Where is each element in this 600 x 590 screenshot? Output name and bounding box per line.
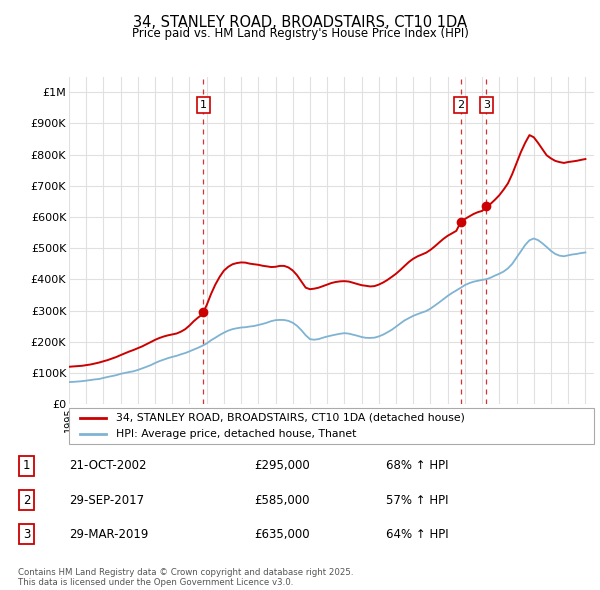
- Text: 21-OCT-2002: 21-OCT-2002: [70, 460, 147, 473]
- Text: £585,000: £585,000: [254, 493, 310, 507]
- Text: 29-MAR-2019: 29-MAR-2019: [70, 527, 149, 540]
- Text: Price paid vs. HM Land Registry's House Price Index (HPI): Price paid vs. HM Land Registry's House …: [131, 27, 469, 40]
- Text: HPI: Average price, detached house, Thanet: HPI: Average price, detached house, Than…: [116, 429, 356, 439]
- Text: 1: 1: [23, 460, 30, 473]
- Text: 3: 3: [23, 527, 30, 540]
- Text: 3: 3: [483, 100, 490, 110]
- Text: 1: 1: [200, 100, 207, 110]
- Text: £635,000: £635,000: [254, 527, 310, 540]
- Text: £295,000: £295,000: [254, 460, 310, 473]
- Text: 34, STANLEY ROAD, BROADSTAIRS, CT10 1DA (detached house): 34, STANLEY ROAD, BROADSTAIRS, CT10 1DA …: [116, 413, 465, 423]
- Text: 57% ↑ HPI: 57% ↑ HPI: [386, 493, 449, 507]
- Text: 29-SEP-2017: 29-SEP-2017: [70, 493, 145, 507]
- Text: 2: 2: [457, 100, 464, 110]
- Text: 34, STANLEY ROAD, BROADSTAIRS, CT10 1DA: 34, STANLEY ROAD, BROADSTAIRS, CT10 1DA: [133, 15, 467, 30]
- Text: 68% ↑ HPI: 68% ↑ HPI: [386, 460, 449, 473]
- Text: 64% ↑ HPI: 64% ↑ HPI: [386, 527, 449, 540]
- Text: 2: 2: [23, 493, 30, 507]
- Text: Contains HM Land Registry data © Crown copyright and database right 2025.
This d: Contains HM Land Registry data © Crown c…: [18, 568, 353, 587]
